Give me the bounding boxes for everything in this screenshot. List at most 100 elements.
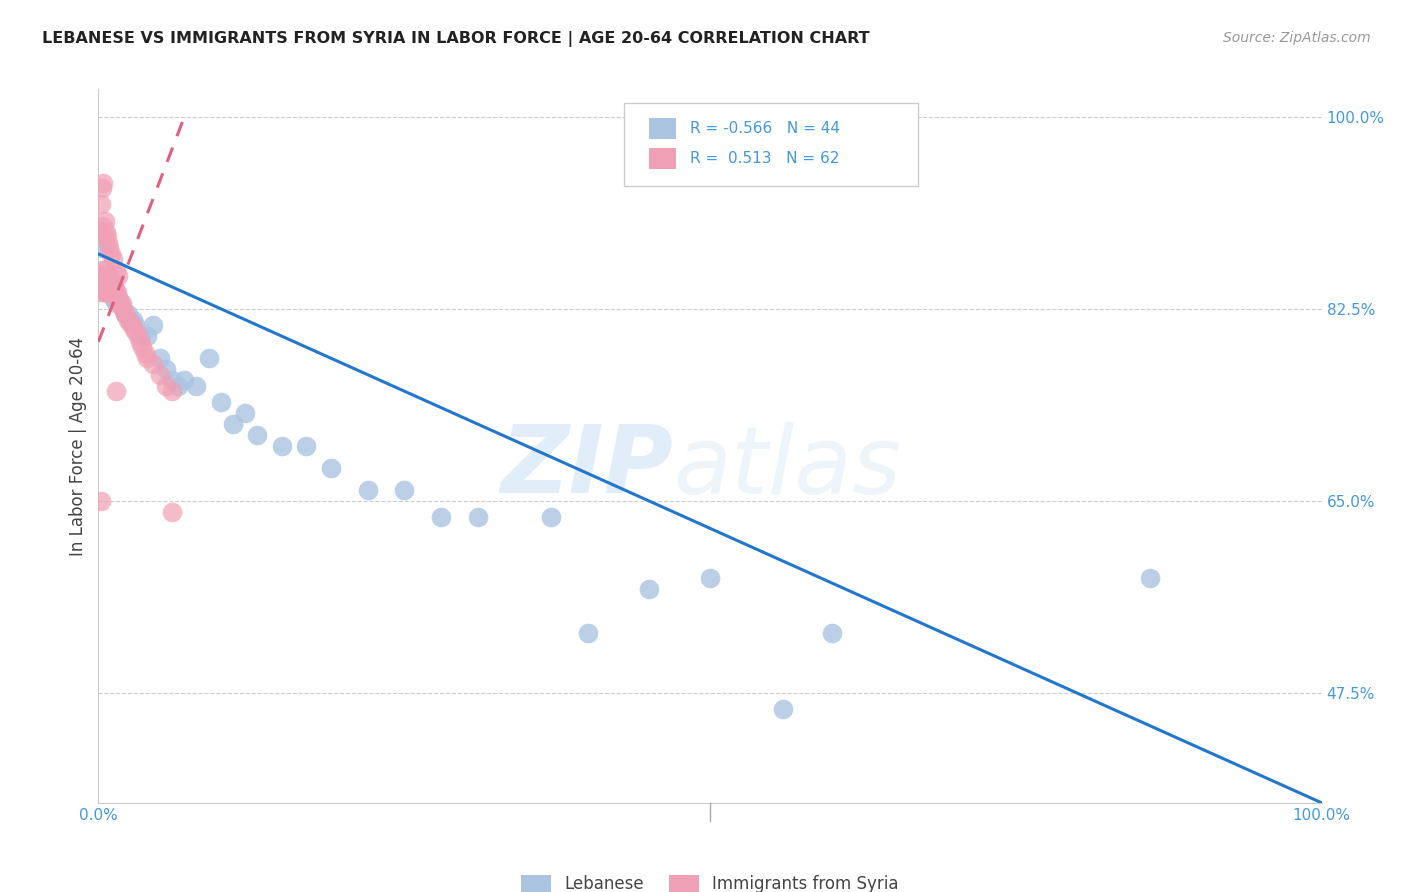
Point: [136, 351, 159, 366]
Point: [91, 285, 114, 300]
Point: [97, 268, 120, 283]
Text: R = -0.566   N = 44: R = -0.566 N = 44: [690, 121, 841, 136]
Point: [91, 263, 114, 277]
Point: [97, 285, 120, 300]
Point: [129, 334, 152, 349]
Point: [246, 428, 269, 442]
Point: [270, 439, 294, 453]
Text: R =  0.513   N = 62: R = 0.513 N = 62: [690, 151, 839, 166]
Point: [96, 285, 118, 300]
Point: [91, 225, 114, 239]
Point: [91, 268, 114, 283]
Point: [98, 285, 121, 300]
Point: [111, 301, 134, 316]
Point: [124, 318, 146, 333]
Point: [91, 219, 114, 234]
Point: [91, 274, 114, 288]
Point: [94, 285, 117, 300]
Point: [142, 318, 165, 333]
Point: [197, 351, 219, 366]
Point: [124, 324, 146, 338]
Point: [638, 582, 661, 596]
FancyBboxPatch shape: [650, 148, 676, 169]
Point: [167, 378, 190, 392]
Point: [121, 312, 143, 326]
Point: [107, 291, 129, 305]
Point: [173, 373, 195, 387]
Point: [93, 214, 115, 228]
Point: [90, 197, 112, 211]
Point: [129, 329, 152, 343]
Point: [120, 312, 142, 326]
Point: [222, 417, 245, 431]
Point: [127, 329, 149, 343]
Point: [110, 296, 132, 310]
Point: [114, 307, 136, 321]
Point: [155, 362, 177, 376]
Point: [90, 494, 112, 508]
Point: [94, 280, 117, 294]
Point: [90, 285, 112, 300]
Point: [295, 439, 318, 453]
Point: [121, 320, 143, 334]
Point: [104, 285, 127, 300]
Text: Source: ZipAtlas.com: Source: ZipAtlas.com: [1223, 31, 1371, 45]
Point: [117, 307, 139, 321]
Point: [104, 296, 127, 310]
Point: [430, 510, 453, 524]
Point: [101, 291, 124, 305]
Y-axis label: In Labor Force | Age 20-64: In Labor Force | Age 20-64: [69, 336, 87, 556]
Point: [699, 571, 721, 585]
Point: [101, 277, 124, 291]
Point: [93, 280, 115, 294]
Point: [142, 357, 165, 371]
Point: [105, 285, 128, 300]
Point: [108, 296, 131, 310]
Text: LEBANESE VS IMMIGRANTS FROM SYRIA IN LABOR FORCE | AGE 20-64 CORRELATION CHART: LEBANESE VS IMMIGRANTS FROM SYRIA IN LAB…: [42, 31, 870, 47]
Point: [97, 235, 120, 250]
Point: [89, 280, 111, 294]
Point: [120, 316, 142, 330]
Point: [101, 285, 124, 300]
Point: [134, 345, 156, 359]
Point: [100, 247, 122, 261]
Point: [233, 406, 256, 420]
Point: [149, 351, 172, 366]
Point: [392, 483, 416, 497]
Point: [540, 510, 562, 524]
Legend: Lebanese, Immigrants from Syria: Lebanese, Immigrants from Syria: [515, 868, 905, 892]
Text: ZIP: ZIP: [501, 421, 673, 514]
Point: [101, 252, 124, 267]
Point: [821, 625, 844, 640]
Point: [93, 263, 115, 277]
Point: [131, 340, 153, 354]
Point: [104, 263, 127, 277]
Point: [467, 510, 489, 524]
Point: [110, 296, 132, 310]
Point: [97, 285, 120, 300]
Point: [1139, 571, 1161, 585]
Point: [117, 312, 139, 326]
Point: [356, 483, 378, 497]
Point: [94, 268, 117, 283]
Point: [149, 368, 172, 382]
Point: [100, 285, 122, 300]
Point: [101, 287, 124, 301]
Point: [90, 268, 112, 283]
Text: atlas: atlas: [673, 422, 901, 513]
Point: [91, 241, 114, 255]
Point: [111, 301, 134, 316]
FancyBboxPatch shape: [650, 118, 676, 139]
Point: [186, 378, 208, 392]
Point: [104, 384, 127, 398]
Point: [319, 461, 342, 475]
Point: [160, 373, 183, 387]
Point: [107, 291, 129, 305]
Point: [772, 702, 794, 716]
Point: [96, 230, 118, 244]
Point: [114, 307, 136, 321]
Point: [100, 274, 122, 288]
Point: [103, 280, 125, 294]
Point: [91, 181, 114, 195]
Point: [107, 268, 129, 283]
